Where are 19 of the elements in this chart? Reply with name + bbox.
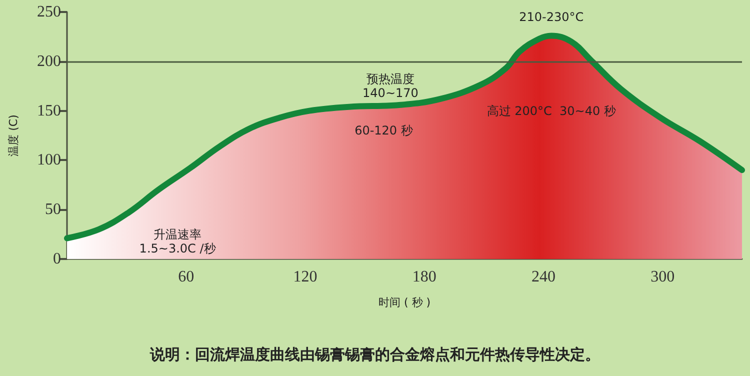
x-tick-label: 60 [178, 268, 194, 286]
x-tick-label: 300 [650, 268, 675, 286]
y-tick-label: 200 [37, 52, 61, 70]
y-axis-title: 温度 (C) [7, 114, 20, 156]
y-tick-label: 50 [45, 201, 61, 218]
y-tick-label: 250 [37, 4, 61, 20]
x-axis-title: 时间 ( 秒 ) [378, 296, 431, 309]
x-tick-label: 120 [293, 268, 318, 286]
annotation: 高过 200°C 30~40 秒 [486, 104, 616, 118]
annotation: 升温速率 1.5~3.0C /秒 [139, 228, 216, 256]
y-tick-label: 100 [37, 152, 61, 169]
text: 说明：回流焊温度曲线由锡膏锡膏的合金熔点和元件热传导性决定。 [149, 346, 600, 364]
x-tick-label: 180 [412, 268, 436, 286]
annotation: 预热温度 140~170 [362, 72, 418, 100]
y-tick-label: 150 [37, 102, 61, 120]
annotation: 60-120 秒 [354, 124, 413, 138]
y-tick-label: 0 [53, 250, 61, 268]
x-tick-label: 240 [531, 268, 556, 286]
annotation: 210-230°C [519, 10, 584, 24]
